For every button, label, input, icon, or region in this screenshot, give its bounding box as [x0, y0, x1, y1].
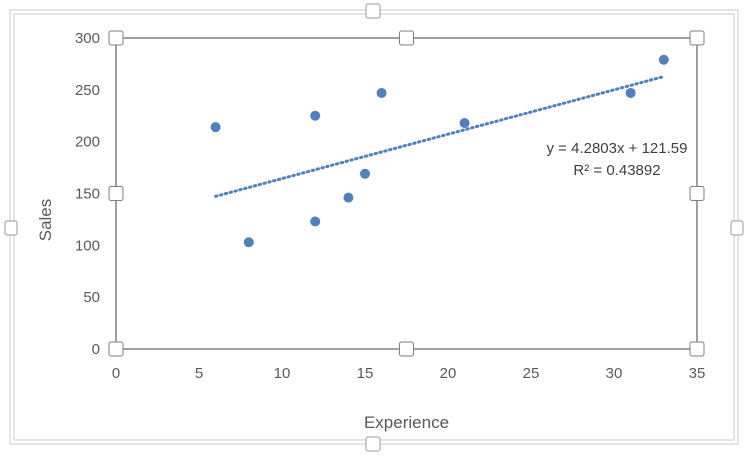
data-point[interactable]	[210, 122, 221, 133]
x-axis-ticks: 0 5 10 15 20 25 30 35	[112, 365, 706, 382]
x-tick-label: 0	[112, 365, 120, 382]
data-point[interactable]	[310, 216, 321, 227]
trendline-layer	[214, 75, 666, 198]
data-point[interactable]	[360, 168, 370, 179]
y-axis-title[interactable]: Sales	[36, 199, 55, 242]
y-tick-label: 0	[92, 341, 100, 358]
resize-handle[interactable]	[108, 30, 124, 46]
data-point[interactable]	[310, 110, 321, 121]
y-tick-label: 300	[75, 30, 100, 47]
resize-handle[interactable]	[399, 341, 414, 357]
data-points	[210, 54, 669, 248]
y-tick-label: 50	[83, 289, 100, 306]
resize-handle[interactable]	[108, 341, 124, 357]
resize-handle[interactable]	[689, 30, 705, 46]
resize-handle[interactable]	[689, 341, 705, 357]
plot-area[interactable]	[115, 37, 698, 350]
x-tick-label: 30	[606, 365, 623, 382]
data-point[interactable]	[459, 118, 470, 129]
resize-handle[interactable]	[399, 30, 414, 46]
selection-handles[interactable]	[4, 3, 744, 452]
chart-resize-handle[interactable]	[365, 3, 381, 19]
data-point[interactable]	[376, 87, 387, 98]
chart-resize-handle[interactable]	[4, 220, 18, 236]
y-axis-ticks: 0 50 100 150 200 250 300	[75, 30, 100, 358]
y-tick-label: 200	[75, 134, 100, 151]
resize-handle[interactable]	[108, 186, 124, 201]
x-tick-label: 15	[357, 365, 374, 382]
x-tick-label: 25	[523, 365, 540, 382]
x-tick-label: 10	[274, 365, 291, 382]
resize-handle[interactable]	[689, 186, 705, 201]
x-tick-label: 5	[195, 365, 203, 382]
data-point[interactable]	[243, 237, 254, 248]
x-tick-label: 20	[440, 365, 457, 382]
chart-resize-handle[interactable]	[730, 220, 744, 236]
y-tick-label: 150	[75, 186, 100, 203]
chart-area-inner-border	[13, 13, 735, 441]
x-axis-title[interactable]: Experience	[364, 413, 449, 432]
data-point[interactable]	[625, 87, 636, 98]
data-point[interactable]	[343, 192, 354, 203]
trendline[interactable]	[214, 75, 666, 198]
x-tick-label: 35	[689, 365, 706, 382]
chart-resize-handle[interactable]	[365, 436, 381, 452]
trendline-r-squared[interactable]: R² = 0.43892	[573, 162, 660, 179]
data-point[interactable]	[658, 54, 669, 65]
trendline-equation[interactable]: y = 4.2803x + 121.59	[547, 140, 688, 157]
y-tick-label: 100	[75, 237, 100, 254]
y-tick-label: 250	[75, 82, 100, 99]
